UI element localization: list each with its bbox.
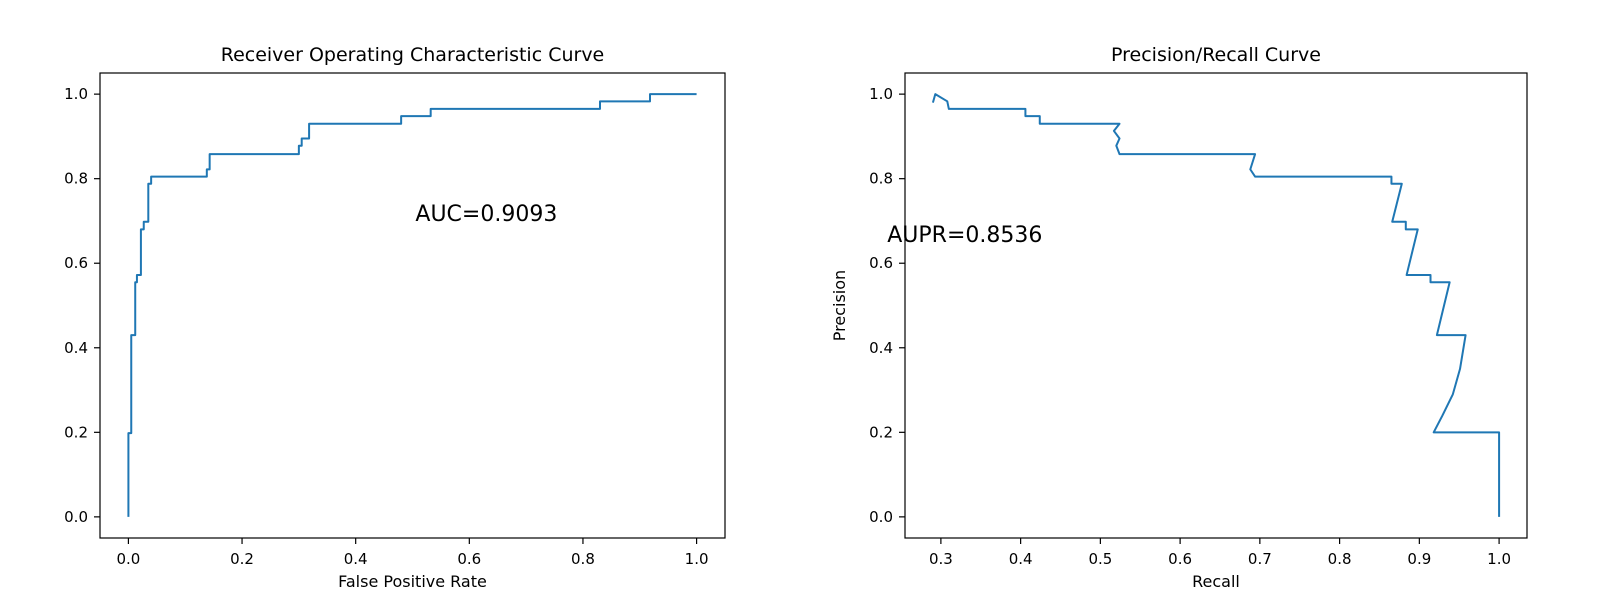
roc-x-tick-label: 0.8 — [571, 550, 595, 568]
pr-plot-frame — [904, 72, 1528, 539]
pr-y-tick-label: 1.0 — [869, 85, 893, 103]
pr-x-tick-label: 0.7 — [1248, 550, 1272, 568]
pr-x-tick-label: 0.6 — [1168, 550, 1192, 568]
pr-x-tick-label: 1.0 — [1487, 550, 1511, 568]
roc-annotation: AUC=0.9093 — [415, 202, 557, 227]
roc-y-tick-label: 0.0 — [64, 508, 88, 526]
pr-y-axis-label: Precision — [830, 270, 849, 341]
roc-y-tick-label: 0.6 — [64, 254, 88, 272]
pr-y-tick-label: 0.8 — [869, 170, 893, 188]
roc-x-tick-label: 0.0 — [116, 550, 140, 568]
roc-y-tick-label: 0.2 — [64, 423, 88, 441]
roc-y-tick-label: 1.0 — [64, 85, 88, 103]
pr-y-tick-label: 0.0 — [869, 508, 893, 526]
roc-chart-title: Receiver Operating Characteristic Curve — [221, 44, 605, 66]
roc-curve-line — [127, 93, 697, 517]
pr-annotation: AUPR=0.8536 — [887, 223, 1042, 248]
pr-x-tick-label: 0.8 — [1328, 550, 1352, 568]
roc-x-tick-label: 0.6 — [457, 550, 481, 568]
pr-y-tick-label: 0.4 — [869, 339, 893, 357]
pr-x-tick-label: 0.9 — [1407, 550, 1431, 568]
roc-x-tick-label: 1.0 — [685, 550, 709, 568]
roc-plot-frame — [99, 72, 726, 539]
pr-x-tick-label: 0.3 — [929, 550, 953, 568]
pr-y-tick-label: 0.6 — [869, 254, 893, 272]
pr-x-axis-label: Recall — [1192, 572, 1240, 591]
roc-x-tick-label: 0.4 — [344, 550, 368, 568]
pr-curve-line — [931, 93, 1501, 517]
roc-x-axis-label: False Positive Rate — [338, 572, 487, 591]
roc-y-tick-label: 0.4 — [64, 339, 88, 357]
roc-y-tick-label: 0.8 — [64, 170, 88, 188]
pr-chart-title: Precision/Recall Curve — [1111, 44, 1321, 66]
pr-y-tick-label: 0.2 — [869, 423, 893, 441]
pr-x-tick-label: 0.4 — [1009, 550, 1033, 568]
pr-x-tick-label: 0.5 — [1088, 550, 1112, 568]
roc-x-tick-label: 0.2 — [230, 550, 254, 568]
